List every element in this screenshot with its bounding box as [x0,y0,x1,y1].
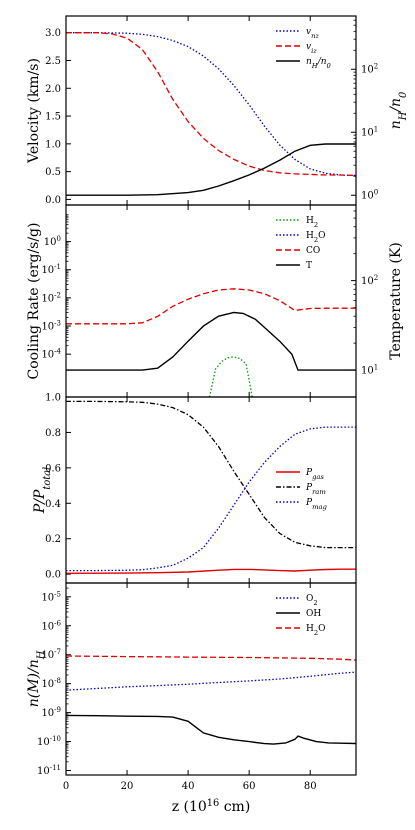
series-viz [66,32,356,177]
y-tick-label: 3.0 [45,28,61,39]
y-tick-label: 1.5 [45,112,61,123]
series-pram [66,400,356,549]
y-tick-label: 2.0 [45,84,61,95]
y-tick-label: 10-1 [41,263,61,276]
series-pmag [66,426,356,572]
y-tick-label: 1.0 [45,393,61,404]
y-tick-label: 10-9 [41,706,61,719]
x-tick-label: 20 [121,781,134,792]
series-t [66,311,356,371]
right-axis-label: Temperature (K) [388,242,404,360]
legend-label: Pmag [305,498,327,511]
x-tick-label: 40 [182,781,195,792]
y-tick-label: 0.0 [45,195,61,206]
right-tick-label: 102 [361,63,378,76]
y-tick-label: 10-5 [41,590,61,603]
legend-label: H2 [306,216,318,229]
x-tick-label: 0 [63,781,69,792]
series-h2 [208,356,253,397]
panel-4: 10-11 10-10 10-9 10-8 10-7 10-6 10-5 0 20 40 60 80 n… [26,582,357,816]
series-o2 [66,671,356,691]
y-tick-label: 2.5 [45,56,61,67]
panel-2: 10-4 10-3 10-2 10-1 100 101 102 Cooling Rate (e… [26,204,404,398]
legend-label: O2 [306,594,318,607]
legend-label: viz [306,42,317,55]
legend-label: H2O [306,624,326,637]
series-nhn0 [66,143,356,196]
panel-3: 0.0 0.2 0.4 0.6 0.8 1.0 P/Ptotal Pgas Pram Pmag [32,393,357,584]
x-axis-label: z (1016 cm) [172,798,251,816]
y-tick-label: 0.8 [45,428,61,439]
y-tick-label: 10-2 [41,291,61,304]
right-axis-label: nH/n0 [388,92,409,130]
legend-label: vnz [306,27,319,40]
series-co [66,288,356,325]
y-tick-label: 10-6 [41,619,61,632]
right-tick-label: 102 [361,274,378,287]
legend: vnz viz nH/n0 [276,27,332,70]
legend-label: H2O [306,231,326,244]
legend-label: Pgas [305,468,324,481]
y-axis-label: P/Ptotal [32,467,53,514]
x-tick-label: 60 [243,781,256,792]
series-vnz [66,32,356,177]
y-tick-label: 10-8 [41,677,61,690]
legend-label: Pram [305,483,326,496]
series-oh [66,714,356,745]
y-tick-label: 10-10 [37,735,61,748]
legend: Pgas Pram Pmag [276,468,327,511]
y-tick-label: 0.5 [45,167,61,178]
y-tick-label: 0.6 [45,463,61,474]
y-axis-label: Velocity (km/s) [26,58,42,164]
right-tick-label: 100 [361,189,378,202]
y-tick-label: 10-7 [41,648,61,661]
legend-label: CO [306,246,320,256]
legend-label: T [306,261,312,271]
legend-label: OH [306,609,321,619]
y-axis-label: n(M)/nH [26,650,47,707]
y-axis-label: Cooling Rate (erg/s/g) [26,223,42,380]
series-h2o [66,655,356,661]
x-tick-label: 80 [304,781,317,792]
right-tick-label: 101 [361,364,378,377]
y-tick-label: 10-11 [37,764,61,777]
y-tick-label: 0.2 [45,534,61,545]
y-tick-label: 0.0 [45,570,61,581]
y-tick-label: 1.0 [45,139,61,150]
y-tick-label: 100 [44,235,61,248]
legend: O2 OH H2O [276,594,326,637]
plot-frame [65,582,357,776]
legend: H2 H2O CO T [276,216,326,271]
series-pgas [66,568,356,574]
plot-frame [65,15,357,206]
legend-label: nH/n0 [306,57,332,70]
right-tick-label: 101 [361,126,378,139]
panel-1: 0.0 0.5 1.0 1.5 2.0 2.5 3.0 100 101 102 Velocity (… [26,15,409,206]
y-tick-label: 10-4 [41,348,61,361]
y-tick-label: 0.4 [45,499,61,510]
y-tick-label: 10-3 [41,320,61,333]
